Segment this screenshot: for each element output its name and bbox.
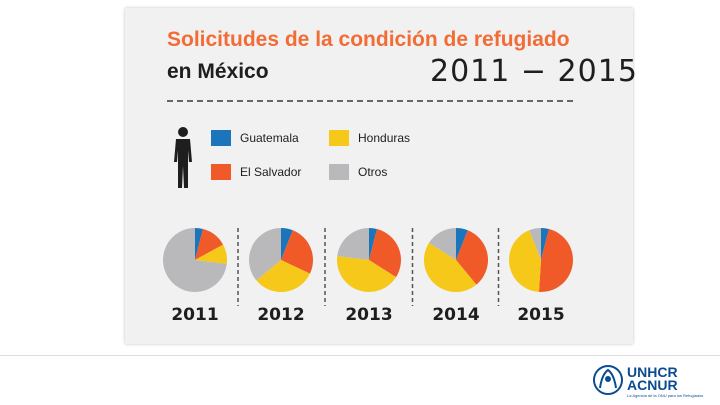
legend-label: Guatemala	[240, 131, 299, 145]
pie-charts: 2011 2012 2013 2014 2015	[163, 228, 573, 325]
pie-slice-2011-guatemala	[195, 228, 203, 260]
pie-slice-2014-el-salvador	[456, 230, 489, 285]
pie-slice-2013-honduras	[337, 255, 397, 292]
logo-text-unhcr: UNHCR	[627, 364, 678, 380]
pie-slice-2012-el-salvador	[281, 230, 313, 274]
year-label: 2013	[345, 305, 392, 325]
legend-label: Otros	[358, 165, 388, 179]
year-label: 2014	[432, 305, 479, 325]
dashed-divider	[167, 100, 573, 102]
pie-slice-2012-honduras	[256, 260, 310, 292]
pie-slice-2013-guatemala	[369, 228, 377, 260]
legend-item-honduras: Honduras	[329, 130, 410, 146]
legend-item-el-salvador: El Salvador	[211, 164, 301, 180]
year-label: 2015	[517, 305, 564, 325]
legend-label: Honduras	[358, 131, 411, 145]
year-label: 2011	[171, 305, 218, 325]
legend-swatch	[211, 164, 231, 180]
pie-slice-2013-otros	[337, 228, 369, 260]
legend-swatch	[329, 130, 349, 146]
pie-slice-2015-honduras	[508, 230, 541, 292]
pie-slice-2011-el-salvador	[195, 229, 224, 260]
pie-slice-2015-otros	[529, 228, 541, 260]
pie-slice-2012-guatemala	[281, 228, 293, 260]
legend-swatch	[211, 130, 231, 146]
pie-slice-2014-guatemala	[456, 228, 468, 260]
pie-slice-2015-el-salvador	[538, 229, 573, 292]
pie-slice-2014-otros	[428, 228, 456, 260]
logo-text-acnur: ACNUR	[627, 377, 678, 393]
infographic-card: Solicitudes de la condición de refugiado…	[125, 8, 637, 344]
legend-label: El Salvador	[240, 165, 302, 179]
pie-slice-2014-honduras	[424, 242, 477, 292]
person-icon	[174, 127, 192, 188]
chart-title: Solicitudes de la condición de refugiado	[167, 28, 570, 51]
pie-slice-2013-el-salvador	[369, 229, 401, 278]
legend-item-otros: Otros	[329, 164, 387, 180]
chart-subtitle: en México	[167, 60, 269, 83]
legend-swatch	[329, 164, 349, 180]
years-range: 2011 − 2015	[430, 54, 638, 89]
footer-divider	[0, 355, 720, 356]
year-label: 2012	[257, 305, 304, 325]
logo-tagline: La Agencia de la ONU para los Refugiados	[627, 393, 704, 398]
pie-slice-2011-otros	[163, 228, 227, 292]
pie-slice-2015-guatemala	[541, 228, 549, 260]
pie-slice-2012-otros	[249, 228, 281, 281]
pie-slice-2011-honduras	[195, 244, 227, 265]
unhcr-logo-icon	[593, 365, 623, 395]
legend-item-guatemala: Guatemala	[211, 130, 299, 146]
